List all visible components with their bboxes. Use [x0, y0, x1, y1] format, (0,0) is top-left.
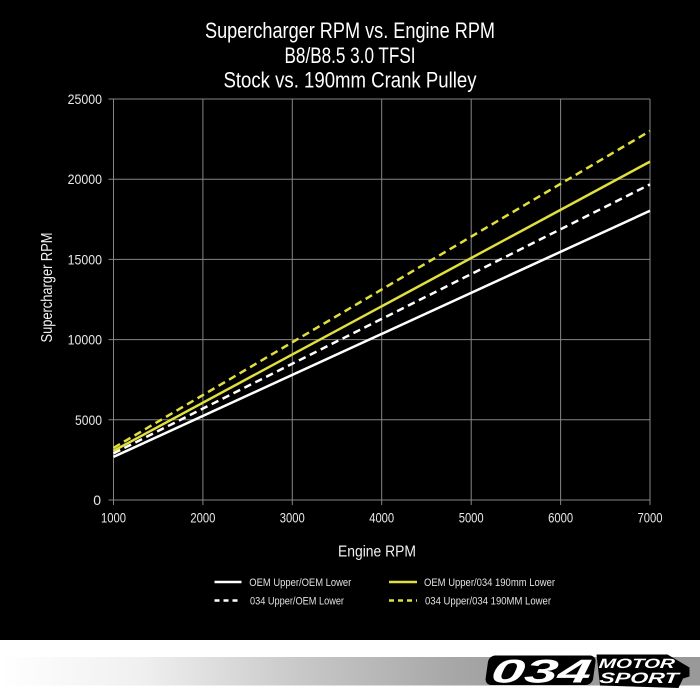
svg-text:25000: 25000	[68, 91, 103, 107]
svg-text:034: 034	[489, 654, 594, 691]
svg-text:SPORT: SPORT	[599, 670, 683, 687]
svg-text:034 Upper/OEM Lower: 034 Upper/OEM Lower	[250, 596, 344, 608]
svg-text:2000: 2000	[190, 510, 215, 526]
svg-text:0: 0	[93, 492, 101, 508]
svg-text:3000: 3000	[280, 510, 305, 526]
svg-text:B8/B8.5 3.0 TFSI: B8/B8.5 3.0 TFSI	[285, 43, 416, 68]
svg-text:1000: 1000	[101, 510, 126, 526]
svg-text:10000: 10000	[68, 332, 103, 348]
svg-text:Engine RPM: Engine RPM	[338, 544, 416, 561]
svg-text:5000: 5000	[459, 510, 484, 526]
svg-text:15000: 15000	[68, 251, 103, 267]
svg-text:Stock vs. 190mm Crank Pulley: Stock vs. 190mm Crank Pulley	[224, 68, 477, 93]
svg-text:5000: 5000	[75, 412, 102, 428]
svg-text:OEM Upper/034 190mm Lower: OEM Upper/034 190mm Lower	[424, 577, 555, 589]
svg-text:034 Upper/034 190MM Lower: 034 Upper/034 190MM Lower	[425, 596, 551, 608]
svg-text:MOTOR: MOTOR	[598, 656, 676, 671]
svg-text:OEM Upper/OEM Lower: OEM Upper/OEM Lower	[249, 577, 351, 589]
svg-text:Supercharger RPM: Supercharger RPM	[39, 233, 56, 343]
svg-text:6000: 6000	[548, 510, 573, 526]
svg-text:20000: 20000	[68, 171, 103, 187]
svg-text:7000: 7000	[638, 510, 663, 526]
svg-text:Supercharger RPM vs. Engine RP: Supercharger RPM vs. Engine RPM	[205, 18, 495, 43]
svg-text:4000: 4000	[369, 510, 394, 526]
